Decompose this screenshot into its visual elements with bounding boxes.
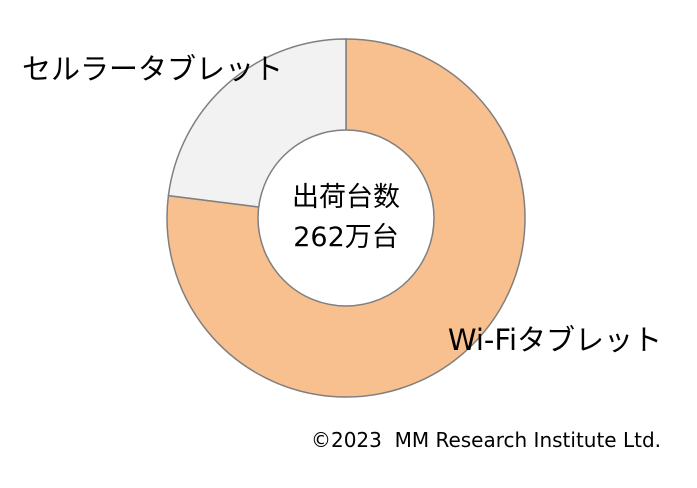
center-label-title: 出荷台数 — [292, 182, 400, 213]
slice-wifi-tablet — [166, 38, 526, 398]
donut-hole — [257, 129, 435, 307]
slice-label-cellular-tablet: セルラータブレット — [22, 52, 283, 86]
center-label-value: 262万台 — [293, 222, 399, 253]
slice-label-wifi-tablet: Wi-Fiタブレット — [448, 323, 662, 357]
copyright-notice: ©2023 MM Research Institute Ltd. — [310, 428, 661, 452]
